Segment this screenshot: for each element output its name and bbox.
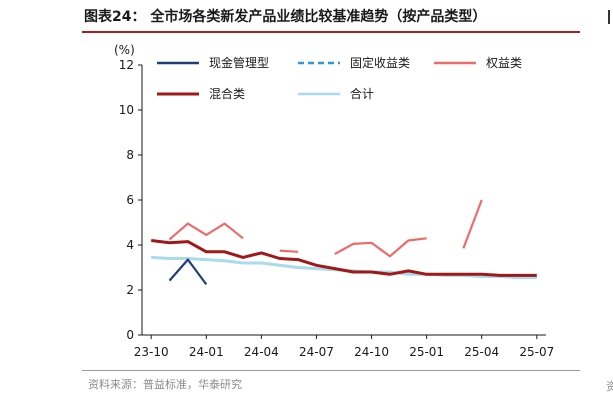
legend-label: 固定收益类 — [350, 55, 410, 70]
x-tick-label: 24-01 — [189, 345, 224, 359]
x-tick-label: 24-04 — [244, 345, 279, 359]
x-tick-label: 23-10 — [134, 345, 169, 359]
x-tick-label: 25-04 — [464, 345, 499, 359]
y-axis-unit-label: (%) — [114, 43, 135, 57]
source-note: 资料来源：普益标准，华泰研究 — [88, 378, 242, 391]
series-line-0 — [168, 258, 208, 286]
y-tick-label: 4 — [126, 238, 134, 252]
x-tick-label: 25-01 — [409, 345, 444, 359]
series-line-2 — [334, 237, 427, 258]
footer-rule — [82, 370, 580, 371]
legend-label: 现金管理型 — [209, 55, 269, 70]
x-axis: 23-10 24-01 24-04 24-07 24-10 25-01 25-04 25-07 — [134, 334, 554, 359]
title-underline — [82, 31, 580, 33]
chart-title: 图表24： 全市场各类新发产品业绩比较基准趋势（按产品类型） — [84, 9, 487, 25]
y-tick-label: 12 — [119, 58, 134, 72]
series-line-3 — [151, 239, 537, 277]
legend-label: 权益类 — [486, 56, 522, 70]
x-tick-label: 24-10 — [354, 345, 389, 359]
legend-label: 混合类 — [209, 86, 245, 101]
x-tick-label: 25-07 — [519, 345, 554, 359]
y-tick-label: 0 — [126, 328, 134, 342]
legend-label: 合计 — [350, 86, 374, 101]
y-axis: 0 2 4 6 8 10 12 — [119, 58, 143, 342]
y-tick-label: 2 — [126, 283, 134, 297]
y-tick-label: 8 — [126, 148, 134, 162]
adjacent-panel-glyph: 资 — [606, 380, 613, 393]
series-line-2 — [168, 222, 244, 241]
y-tick-label: 10 — [119, 103, 134, 117]
adjacent-panel-edge — [608, 10, 610, 24]
series-layer — [151, 199, 537, 286]
x-tick-label: 24-07 — [299, 345, 334, 359]
y-tick-label: 6 — [126, 193, 134, 207]
series-line-2 — [462, 199, 483, 249]
series-line-2 — [279, 249, 299, 253]
